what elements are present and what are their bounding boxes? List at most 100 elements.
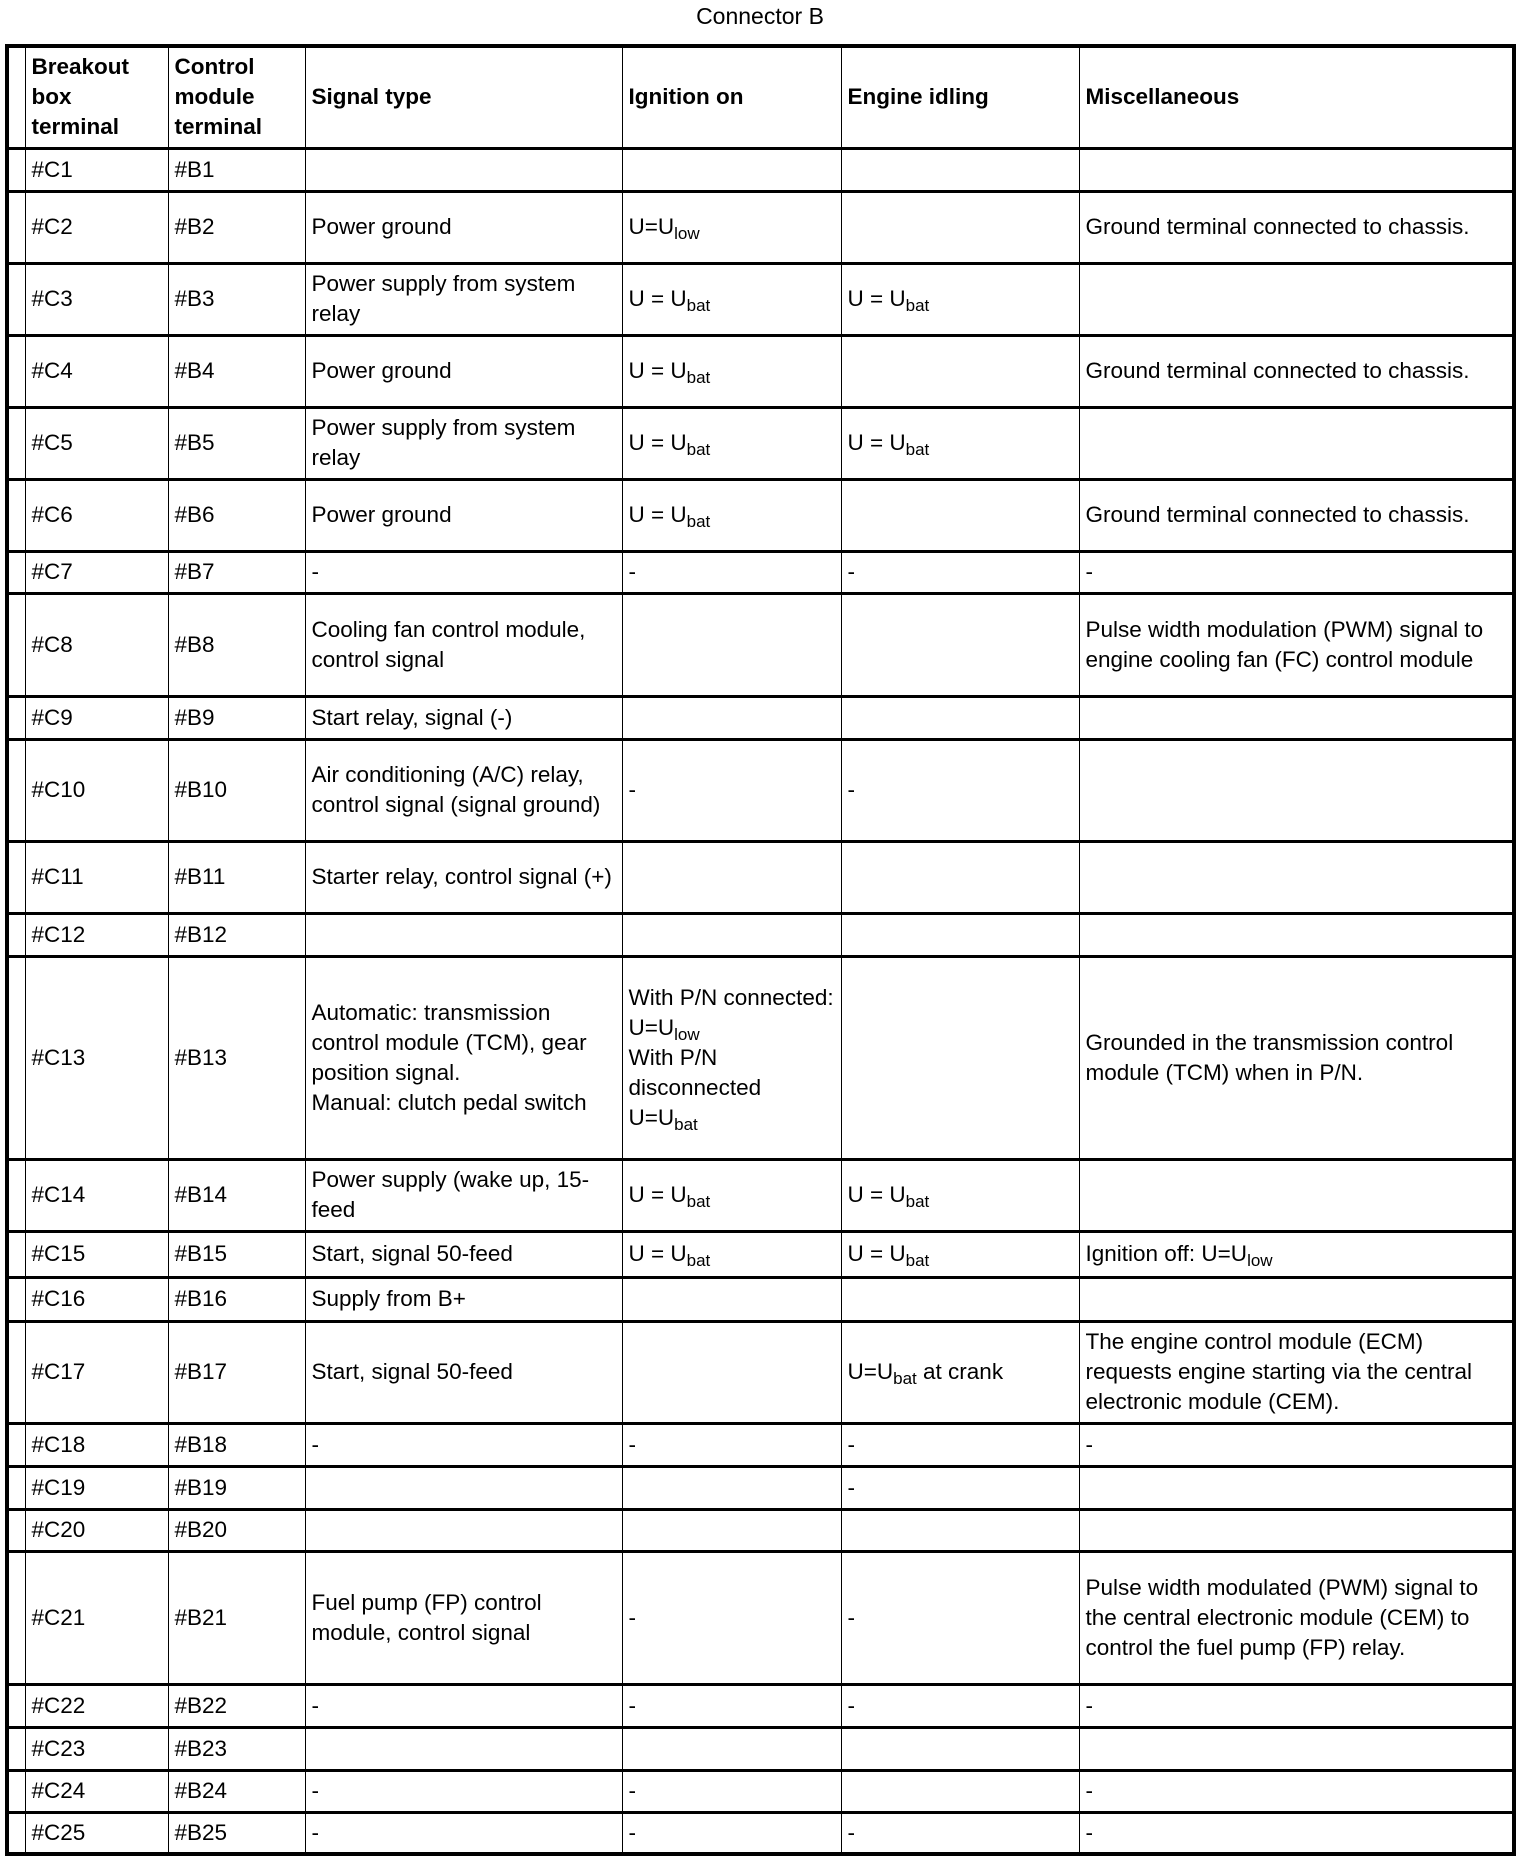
cell-text: Pulse width modulation (PWM) signal to e… (1086, 615, 1507, 675)
miscellaneous-cell (1078, 405, 1515, 481)
miscellaneous-cell: Grounded in the transmission control mod… (1078, 954, 1515, 1161)
cell-text: - (848, 1473, 1073, 1503)
breakout-terminal-cell: #C10 (24, 737, 169, 843)
breakout-terminal-cell: #C24 (24, 1768, 169, 1814)
miscellaneous-cell: Ground terminal connected to chassis. (1078, 189, 1515, 265)
engine-idling-cell (840, 477, 1080, 553)
cell-text-main: With P/N connected: U=U (628, 984, 834, 1040)
signal-type-cell: Air conditioning (A/C) relay, control si… (304, 737, 623, 843)
cell-text: - (848, 1430, 1073, 1460)
cell-text: - (629, 1776, 835, 1806)
cell-text-main: The engine control module (ECM) requests… (1085, 1329, 1472, 1414)
module-terminal-cell: #B4 (167, 333, 306, 409)
row-gutter (6, 1319, 26, 1425)
ignition-on-cell: U=Ulow (621, 189, 842, 265)
row-gutter (6, 954, 26, 1161)
cell-subscript: bat (686, 1192, 711, 1211)
ignition-on-cell: - (621, 1549, 842, 1686)
cell-subscript: bat (674, 1114, 698, 1134)
cell-text: - (1086, 1430, 1507, 1460)
signal-type-cell: Power supply (wake up, 15-feed (304, 1157, 623, 1233)
engine-idling-cell (840, 333, 1080, 409)
cell-text-main: U = U (628, 286, 687, 311)
table-row: #C5 #B5 Power supply from system relay U = … (6, 405, 1515, 481)
cell-text-main: Fuel pump (FP) control module, control s… (311, 1589, 542, 1645)
miscellaneous-cell (1078, 839, 1515, 915)
cell-text: Power supply (wake up, 15-feed (312, 1165, 616, 1225)
cell-text: - (312, 557, 616, 587)
cell-text-main: Power supply from system relay (311, 415, 576, 470)
row-gutter (6, 1275, 26, 1323)
cell-text-main: - (847, 1692, 856, 1718)
cell-text: U=Ubat at crank (848, 1357, 1073, 1387)
engine-idling-cell (840, 1507, 1080, 1553)
engine-idling-cell (840, 591, 1080, 698)
cell-text-main: - (311, 559, 320, 584)
cell-text: U = Ubat (629, 500, 835, 530)
cell-text: - (312, 1430, 616, 1460)
cell-text-main: U=U (628, 214, 675, 239)
table-row: #C6 #B6 Power ground U = Ubat Ground termina… (6, 477, 1515, 553)
module-terminal-cell: #B3 (167, 261, 306, 337)
engine-idling-cell: - (840, 1421, 1080, 1468)
engine-idling-cell (840, 189, 1080, 265)
table-row: #C18 #B18- - - - (6, 1421, 1515, 1468)
module-terminal-cell: #B13 (167, 954, 306, 1161)
engine-idling-cell (840, 1725, 1080, 1772)
row-gutter (6, 405, 26, 481)
breakout-terminal-cell: #C5 (24, 405, 169, 481)
breakout-terminal-cell: #C11 (24, 839, 169, 915)
header-signal-type: Signal type (304, 44, 623, 150)
cell-text-main: - (847, 1819, 856, 1845)
module-terminal-cell: #B23 (167, 1725, 306, 1772)
table-row: #C23 #B23 (6, 1725, 1515, 1772)
table-row: #C22 #B22- - - - (6, 1682, 1515, 1729)
cell-subscript: low (674, 1024, 700, 1044)
ignition-on-cell (621, 1725, 842, 1772)
cell-text: - (629, 557, 835, 587)
module-terminal-cell: #B9 (167, 694, 306, 741)
ignition-on-cell (621, 1507, 842, 1553)
cell-text-main: - (311, 1431, 320, 1457)
cell-text: Supply from B+ (312, 1284, 616, 1314)
cell-text-main: - (847, 559, 856, 584)
row-gutter (6, 1682, 26, 1729)
cell-text-main: Manual: clutch pedal switch (311, 1089, 587, 1115)
signal-type-cell (304, 1725, 623, 1772)
cell-text-main: U = U (847, 1241, 906, 1266)
ignition-on-cell (621, 1275, 842, 1323)
miscellaneous-cell (1078, 146, 1515, 193)
row-gutter (6, 1725, 26, 1772)
module-terminal-cell: #B21 (167, 1549, 306, 1686)
cell-text: Start relay, signal (-) (312, 703, 616, 733)
signal-type-cell: - (304, 1682, 623, 1729)
header-gutter (6, 44, 26, 150)
cell-text-main: Power ground (311, 502, 452, 527)
module-terminal-cell: #B14 (167, 1157, 306, 1233)
cell-text: U = Ubat (848, 284, 1073, 314)
cell-text: Power ground (312, 500, 616, 530)
cell-text: The engine control module (ECM) requests… (1086, 1327, 1507, 1417)
signal-type-cell: Power ground (304, 477, 623, 553)
signal-type-cell (304, 1507, 623, 1553)
cell-text-main: - (1085, 1692, 1094, 1718)
engine-idling-cell: - (840, 737, 1080, 843)
miscellaneous-cell: Ignition off: U=Ulow (1078, 1229, 1515, 1279)
table-row: #C10 #B10 Air conditioning (A/C) relay, co… (6, 737, 1515, 843)
row-gutter (6, 737, 26, 843)
cell-text-main: - (628, 1604, 637, 1630)
cell-text-main: Pulse width modulation (PWM) signal to e… (1085, 616, 1484, 672)
cell-subscript: bat (905, 296, 930, 315)
cell-text: - (312, 1818, 616, 1848)
breakout-terminal-cell: #C8 (24, 591, 169, 698)
miscellaneous-cell (1078, 1725, 1515, 1772)
signal-type-cell: - (304, 1768, 623, 1814)
cell-text: - (629, 1430, 835, 1460)
cell-text: - (312, 1776, 616, 1806)
cell-text-main: - (628, 1778, 637, 1803)
cell-text-main: Power ground (311, 214, 452, 239)
row-gutter (6, 1464, 26, 1511)
module-terminal-cell: #B25 (167, 1810, 306, 1856)
cell-text-main: Air conditioning (A/C) relay, control si… (311, 762, 601, 817)
engine-idling-cell (840, 694, 1080, 741)
